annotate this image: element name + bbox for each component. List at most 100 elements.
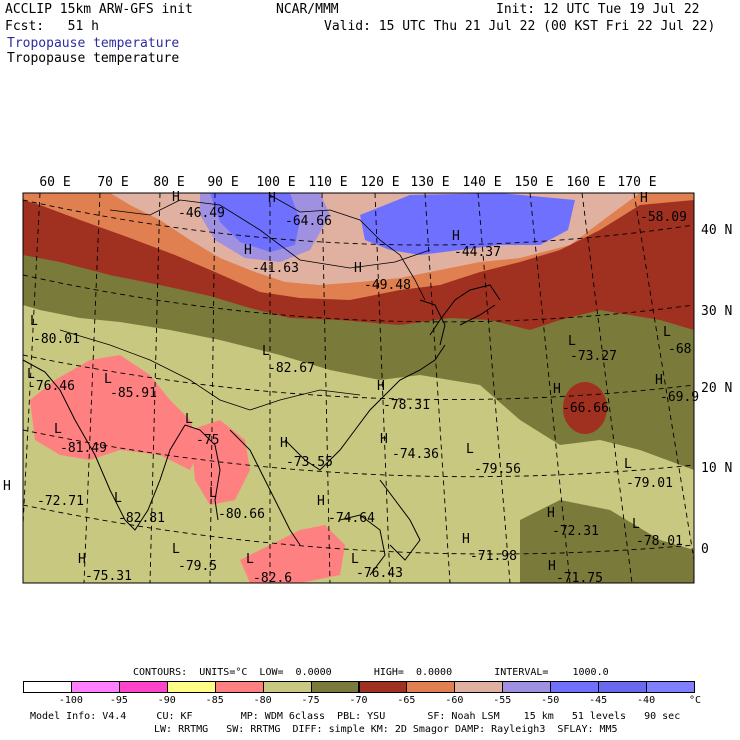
colorbar-swatch [23, 681, 72, 693]
latitude-label: 20 N [701, 381, 732, 396]
map-frame [22, 192, 695, 584]
colorbar-swatch [262, 681, 312, 693]
field-title-shaded: Tropopause temperature [7, 36, 180, 51]
field-title-contour: Tropopause temperature [7, 51, 180, 66]
init-time: Init: 12 UTC Tue 19 Jul 22 [496, 2, 700, 17]
forecast-hour: Fcst: 51 h [5, 19, 99, 34]
longitude-label: 140 E [462, 175, 501, 190]
center-value: -66.66 [562, 401, 609, 416]
center-value: -80.66 [218, 507, 265, 522]
colorbar-swatch [502, 681, 552, 693]
latitude-label: 40 N [701, 223, 732, 238]
center-letter: H [655, 373, 663, 388]
longitude-labels: 60 E 70 E 80 E 90 E 100 E 110 E 120 E 130 E 140 … [39, 175, 656, 190]
center-letter: H [640, 191, 648, 206]
colorbar-tick-label: -65 [397, 695, 416, 706]
center-letter: L [209, 486, 217, 501]
latitude-label: 10 N [701, 461, 732, 476]
center-value: -73.27 [570, 349, 617, 364]
colorbar-tick-label: -55 [493, 695, 512, 706]
center-value: -79.01 [626, 476, 673, 491]
center-letter: H [548, 559, 556, 574]
colorbar-tick-label: -70 [349, 695, 368, 706]
center-letter: H [280, 436, 288, 451]
center-value: -79.5 [178, 559, 217, 574]
valid-time: Valid: 15 UTC Thu 21 Jul 22 (00 KST Fri … [324, 19, 716, 34]
pressure-centers: H-46.49H-64.66H-41.63 H-49.48H-44.37H-58.… [3, 190, 699, 586]
colorbar-tick-label: -80 [253, 695, 272, 706]
center-letter: L [54, 422, 62, 437]
center-value: -72.71 [37, 494, 84, 509]
center-value: -49.48 [364, 278, 411, 293]
center-value: -82.67 [268, 361, 315, 376]
colorbar-tick-label: -40 [637, 695, 656, 706]
center-letter: H [172, 190, 180, 205]
longitude-label: 70 E [97, 175, 128, 190]
colorbar-swatch [454, 681, 504, 693]
center-value: -75.31 [85, 569, 132, 584]
colorbar-tick-label: -60 [445, 695, 464, 706]
center-value: -78.01 [636, 534, 683, 549]
colorbar-tick-label: -50 [541, 695, 560, 706]
center-letter: L [568, 334, 576, 349]
salmon-patch-south [240, 525, 345, 583]
center-letter: L [632, 517, 640, 532]
colorbar-swatch [70, 681, 120, 693]
center-letter: L [663, 325, 671, 340]
longitude-label: 100 E [256, 175, 295, 190]
longitude-label: 160 E [566, 175, 605, 190]
colorbar-swatch [118, 681, 168, 693]
colorbar-swatch [598, 681, 648, 693]
center-value: -76.46 [28, 379, 75, 394]
center-letter: H [462, 532, 470, 547]
longitude-label: 90 E [207, 175, 238, 190]
center-letter: H [377, 379, 385, 394]
center-value: -73.55 [286, 455, 333, 470]
center-letter: L [624, 457, 632, 472]
center-value: -68 [668, 342, 691, 357]
blue-patch-east [360, 193, 575, 255]
center-letter: H [317, 494, 325, 509]
center-letter: L [172, 542, 180, 557]
colorbar-unit: °C [689, 695, 702, 706]
center-value: -74.36 [392, 447, 439, 462]
colorbar-tick-label: -90 [157, 695, 176, 706]
contour-info: CONTOURS: UNITS=°C LOW= 0.0000 HIGH= 0.0… [133, 667, 609, 678]
center-value: -58.09 [640, 210, 687, 225]
center-letter: L [30, 314, 38, 329]
center-letter: H [452, 229, 460, 244]
longitude-label: 150 E [514, 175, 553, 190]
center-value: -81.49 [60, 441, 107, 456]
center-value: -82.6 [253, 571, 292, 586]
colorbar-tick-label: -75 [301, 695, 320, 706]
colorbar-swatch [214, 681, 264, 693]
model-info-line2: LW: RRTMG SW: RRTMG DIFF: simple KM: 2D … [154, 724, 618, 735]
colorbar-swatch [358, 681, 408, 693]
colorbar-swatch [166, 681, 216, 693]
longitude-label: 170 E [617, 175, 656, 190]
center-value: -79.56 [474, 462, 521, 477]
coastlines [23, 284, 501, 576]
center-letter: L [246, 552, 254, 567]
olive-patch-east [520, 500, 694, 583]
center-letter: H [354, 261, 362, 276]
center-letter: L [114, 491, 122, 506]
political-borders [59, 194, 431, 411]
colorbar-tick-label: -45 [589, 695, 608, 706]
colorbar-swatch [310, 681, 360, 693]
colorbar-swatch [646, 681, 695, 693]
center-value: -80.01 [33, 332, 80, 347]
longitude-label: 60 E [39, 175, 70, 190]
salmon-patch-india [30, 355, 200, 470]
longitude-label: 80 E [153, 175, 184, 190]
center-letter: L [104, 372, 112, 387]
colorbar-swatch [550, 681, 600, 693]
center-value: -74.64 [328, 511, 375, 526]
center-letter: L [351, 552, 359, 567]
center-value: -41.63 [252, 261, 299, 276]
center-letter: H [268, 191, 276, 206]
center-letter: L [27, 367, 35, 382]
center-letter: L [185, 412, 193, 427]
colorbar-swatch [406, 681, 456, 693]
